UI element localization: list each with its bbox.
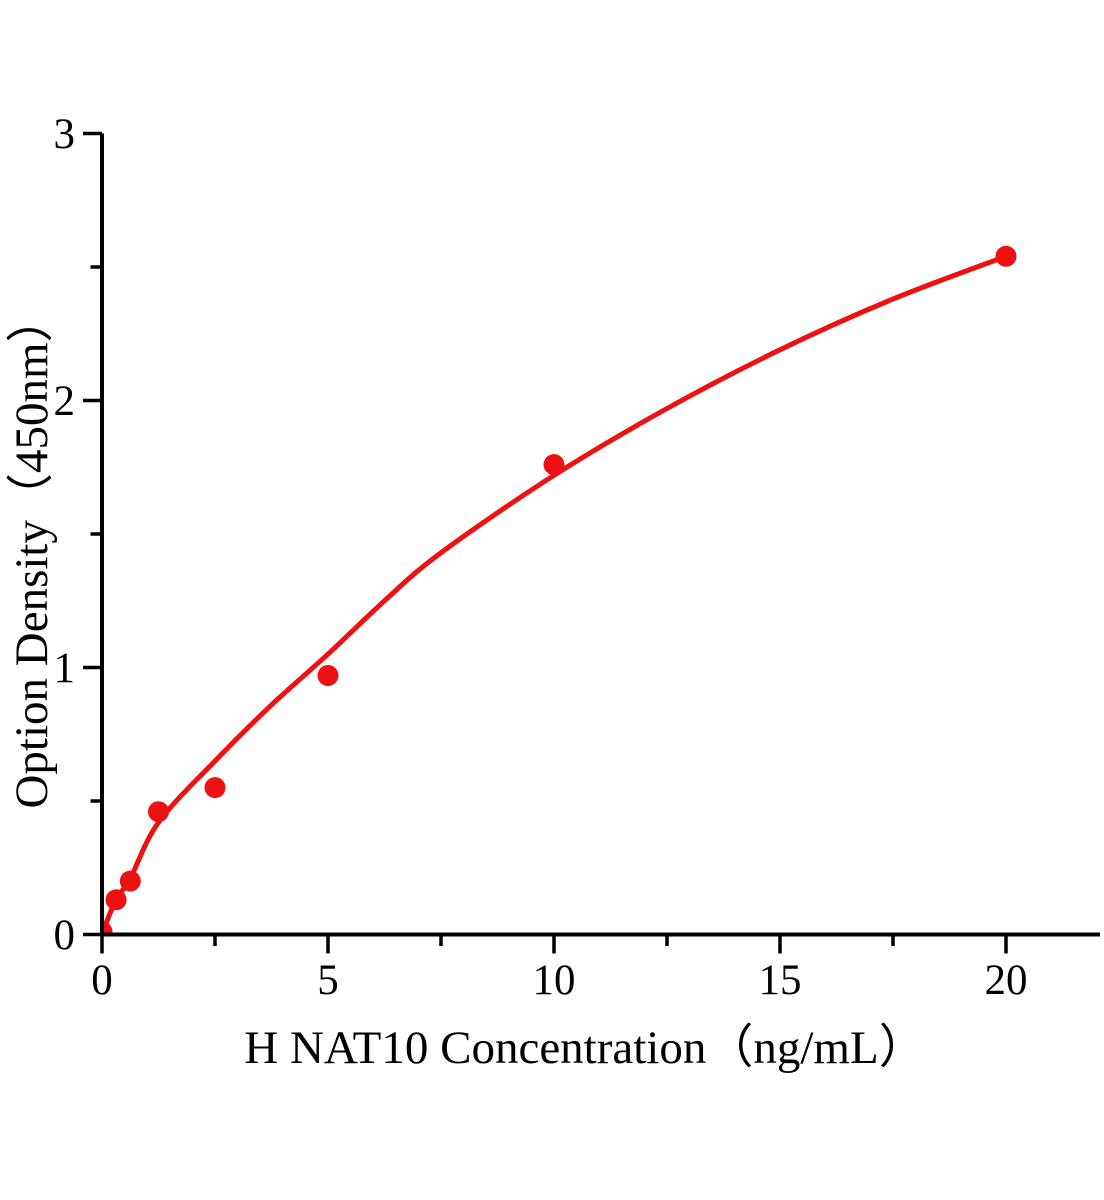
y-tick-label: 2 — [54, 378, 76, 425]
fit-curve-line — [101, 253, 1009, 932]
ticks-group — [83, 131, 1008, 954]
data-point-marker — [105, 889, 127, 911]
x-tick-label: 0 — [91, 957, 113, 1004]
x-tick-label: 15 — [759, 957, 802, 1004]
y-tick-label: 0 — [54, 912, 76, 959]
data-point-marker — [119, 870, 141, 892]
data-point-marker — [543, 454, 565, 476]
x-axis-title: H NAT10 Concentration（ng/mL） — [244, 1022, 925, 1074]
axes-group — [100, 133, 1100, 937]
fit-curve-group — [101, 253, 1009, 932]
data-point-marker — [317, 665, 339, 686]
y-axis-title: Option Density（450nm） — [6, 295, 58, 808]
x-tick-label: 5 — [317, 957, 339, 1004]
data-point-marker — [148, 801, 169, 823]
data-point-marker — [204, 777, 226, 799]
y-tick-label: 3 — [54, 111, 76, 158]
tick-labels-group: 0 5 10 15 20 0 1 2 3 — [54, 111, 1028, 1004]
x-tick-label: 10 — [533, 957, 576, 1004]
x-tick-label: 20 — [985, 957, 1028, 1004]
data-points-group — [101, 245, 1017, 935]
y-tick-label: 1 — [54, 645, 76, 692]
axis-lines — [100, 133, 1100, 937]
data-point-marker — [995, 245, 1017, 267]
